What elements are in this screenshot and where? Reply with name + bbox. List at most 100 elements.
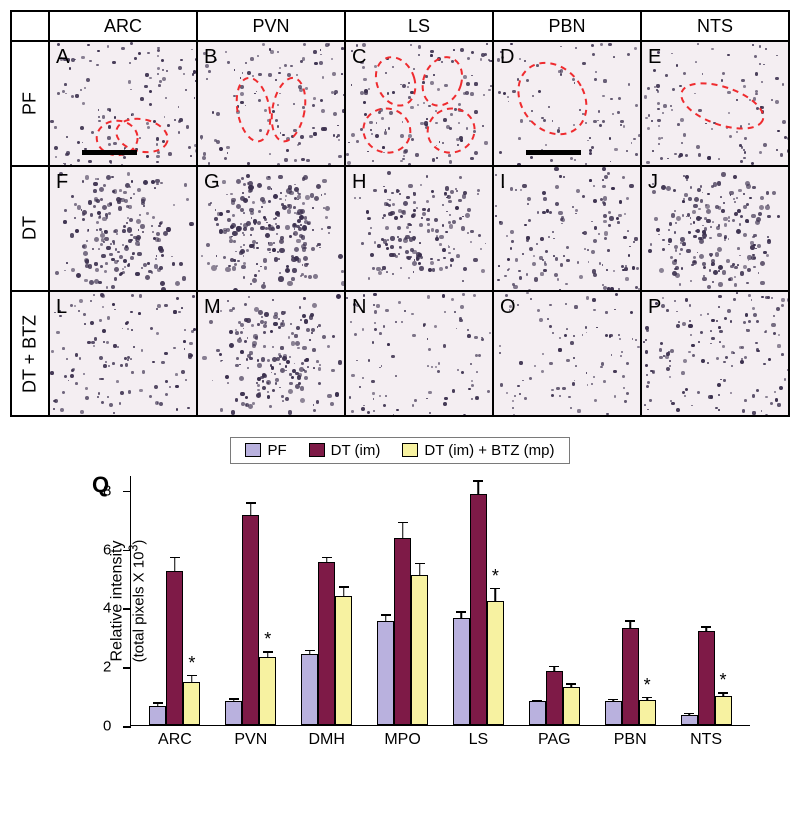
col-header-PBN: PBN <box>493 11 641 41</box>
panel-O: O <box>493 291 641 416</box>
roi-C <box>346 42 492 165</box>
group-PBN: *PBN <box>592 628 668 725</box>
group-MPO: MPO <box>365 538 441 725</box>
dots-I <box>494 167 640 290</box>
ytick-label: 6 <box>103 541 111 558</box>
legend-wrap: PF DT (im) DT (im) + BTZ (mp) <box>10 437 790 476</box>
legend-label-DT: DT (im) <box>331 442 381 459</box>
dots-F <box>50 167 196 290</box>
panel-J: J <box>641 166 789 291</box>
panel-F: F <box>49 166 197 291</box>
group-LS: *LS <box>441 494 517 725</box>
panel-G: G <box>197 166 345 291</box>
panel-label-M: M <box>204 296 221 319</box>
panel-label-A: A <box>56 46 69 69</box>
panel-E: E <box>641 41 789 166</box>
bar-DTBTZ-MPO <box>411 575 428 725</box>
roi-B <box>198 42 344 165</box>
panel-B: B <box>197 41 345 166</box>
row-header-DT: DT <box>11 166 49 291</box>
sig-star: * <box>264 629 271 650</box>
row-header-PF: PF <box>11 41 49 166</box>
panel-label-F: F <box>56 171 68 194</box>
legend-swatch-DTBTZ <box>402 443 418 457</box>
xlabel-PBN: PBN <box>614 731 647 749</box>
bar-DTBTZ-PBN: * <box>639 700 656 725</box>
panel-label-L: L <box>56 296 67 319</box>
panel-H: H <box>345 166 493 291</box>
bar-DTBTZ-LS: * <box>487 601 504 725</box>
panel-A: A <box>49 41 197 166</box>
sig-star: * <box>188 653 195 674</box>
bar-PF-PVN <box>225 701 242 725</box>
bar-DTBTZ-PVN: * <box>259 657 276 725</box>
group-ARC: *ARC <box>137 571 213 725</box>
ytick <box>123 726 131 728</box>
legend-label-DTBTZ: DT (im) + BTZ (mp) <box>424 442 554 459</box>
bar-PF-DMH <box>301 654 318 725</box>
bar-DT-PVN <box>242 515 259 725</box>
legend-item-DTBTZ: DT (im) + BTZ (mp) <box>402 442 554 459</box>
panel-label-E: E <box>648 46 661 69</box>
bar-DT-LS <box>470 494 487 725</box>
bar-DTBTZ-DMH <box>335 596 352 725</box>
bar-PF-LS <box>453 618 470 725</box>
plot-area: *ARC*PVNDMHMPO*LSPAG*PBN*NTS 02468 <box>130 476 750 726</box>
sig-star: * <box>720 670 727 691</box>
ytick <box>123 667 131 669</box>
dots-N <box>346 292 492 415</box>
scalebar-D <box>526 150 581 155</box>
legend-item-DT: DT (im) <box>309 442 381 459</box>
roi-D <box>494 42 640 165</box>
dots-P <box>642 292 788 415</box>
grid-corner <box>11 11 49 41</box>
legend-swatch-PF <box>245 443 261 457</box>
group-PVN: *PVN <box>213 515 289 725</box>
dots-O <box>494 292 640 415</box>
bar-DT-MPO <box>394 538 411 725</box>
panel-label-G: G <box>204 171 220 194</box>
panel-N: N <box>345 291 493 416</box>
roi-E <box>642 42 788 165</box>
panel-label-B: B <box>204 46 217 69</box>
bar-PF-NTS <box>681 715 698 725</box>
panel-P: P <box>641 291 789 416</box>
ytick <box>123 550 131 552</box>
bar-PF-PAG <box>529 701 546 725</box>
ytick-label: 8 <box>103 482 111 499</box>
xlabel-ARC: ARC <box>158 731 192 749</box>
panel-M: M <box>197 291 345 416</box>
bar-PF-PBN <box>605 701 622 725</box>
panel-label-D: D <box>500 46 514 69</box>
group-PAG: PAG <box>516 671 592 725</box>
panel-label-O: O <box>500 296 516 319</box>
xlabel-DMH: DMH <box>308 731 344 749</box>
panel-label-P: P <box>648 296 661 319</box>
dots-J <box>642 167 788 290</box>
ytick <box>123 491 131 493</box>
col-header-PVN: PVN <box>197 11 345 41</box>
panel-label-J: J <box>648 171 658 194</box>
bar-DT-PBN <box>622 628 639 725</box>
xlabel-LS: LS <box>469 731 489 749</box>
scalebar-A <box>82 150 137 155</box>
panel-C: C <box>345 41 493 166</box>
bar-groups: *ARC*PVNDMHMPO*LSPAG*PBN*NTS <box>131 476 750 725</box>
xlabel-MPO: MPO <box>384 731 420 749</box>
bar-DTBTZ-PAG <box>563 687 580 725</box>
xlabel-PVN: PVN <box>234 731 267 749</box>
panel-label-N: N <box>352 296 366 319</box>
dots-L <box>50 292 196 415</box>
group-DMH: DMH <box>289 562 365 725</box>
bar-DT-ARC <box>166 571 183 725</box>
bar-DT-NTS <box>698 631 715 725</box>
col-header-ARC: ARC <box>49 11 197 41</box>
panel-L: L <box>49 291 197 416</box>
chart-legend: PF DT (im) DT (im) + BTZ (mp) <box>230 437 569 464</box>
panel-label-H: H <box>352 171 366 194</box>
legend-label-PF: PF <box>267 442 286 459</box>
bar-DTBTZ-ARC: * <box>183 682 200 725</box>
dots-H <box>346 167 492 290</box>
bar-chart: Q Relative intensity (total pixels X 103… <box>110 476 750 726</box>
roi-A <box>50 42 196 165</box>
